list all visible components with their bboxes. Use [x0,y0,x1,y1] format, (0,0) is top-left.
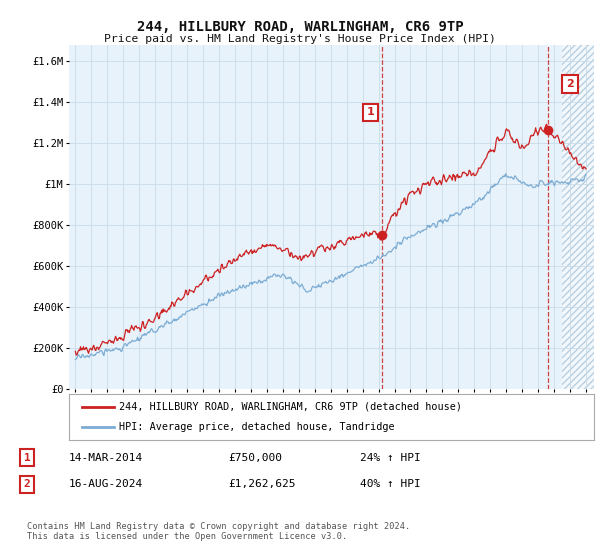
Text: 14-MAR-2014: 14-MAR-2014 [69,452,143,463]
Text: 1: 1 [367,108,374,118]
Text: 40% ↑ HPI: 40% ↑ HPI [360,479,421,489]
Text: 244, HILLBURY ROAD, WARLINGHAM, CR6 9TP: 244, HILLBURY ROAD, WARLINGHAM, CR6 9TP [137,20,463,34]
Text: 2: 2 [23,479,31,489]
Text: 244, HILLBURY ROAD, WARLINGHAM, CR6 9TP (detached house): 244, HILLBURY ROAD, WARLINGHAM, CR6 9TP … [119,402,462,412]
Text: Contains HM Land Registry data © Crown copyright and database right 2024.
This d: Contains HM Land Registry data © Crown c… [27,522,410,542]
Text: HPI: Average price, detached house, Tandridge: HPI: Average price, detached house, Tand… [119,422,395,432]
Text: £750,000: £750,000 [228,452,282,463]
Text: Price paid vs. HM Land Registry's House Price Index (HPI): Price paid vs. HM Land Registry's House … [104,34,496,44]
Text: 24% ↑ HPI: 24% ↑ HPI [360,452,421,463]
Bar [562,45,594,389]
Text: 2: 2 [566,79,574,88]
Text: £1,262,625: £1,262,625 [228,479,296,489]
Text: 16-AUG-2024: 16-AUG-2024 [69,479,143,489]
Text: 1: 1 [23,452,31,463]
Bar [562,45,594,389]
